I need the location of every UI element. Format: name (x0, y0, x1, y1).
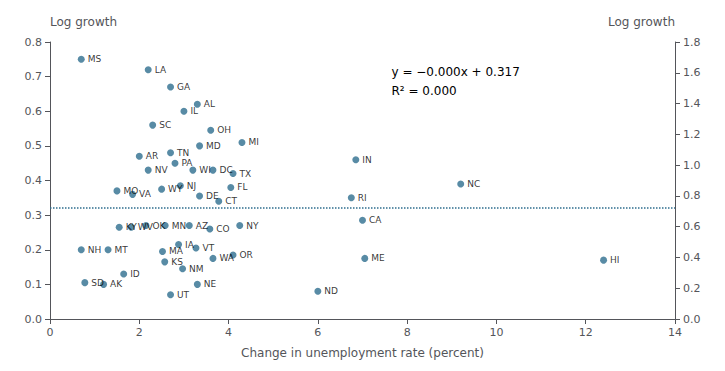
svg-text:Log growth: Log growth (50, 15, 117, 29)
svg-text:WI: WI (199, 165, 211, 175)
svg-text:0.5: 0.5 (25, 139, 43, 152)
svg-text:0.4: 0.4 (683, 251, 701, 264)
svg-text:NM: NM (189, 264, 204, 274)
svg-text:WY: WY (168, 184, 183, 194)
svg-text:OK: OK (152, 221, 166, 231)
svg-text:6: 6 (314, 326, 321, 339)
svg-text:MI: MI (248, 137, 258, 147)
svg-text:UT: UT (177, 290, 190, 300)
svg-text:SD: SD (91, 278, 104, 288)
svg-text:AL: AL (204, 99, 215, 109)
svg-text:MO: MO (123, 186, 138, 196)
svg-text:NC: NC (467, 179, 480, 189)
svg-text:MA: MA (169, 246, 184, 256)
svg-text:NV: NV (155, 165, 169, 175)
svg-text:MN: MN (172, 221, 187, 231)
svg-text:0.7: 0.7 (25, 70, 43, 83)
svg-text:KS: KS (171, 257, 183, 267)
svg-text:1.4: 1.4 (683, 97, 701, 110)
svg-text:14: 14 (668, 326, 682, 339)
svg-text:10: 10 (489, 326, 503, 339)
svg-text:TN: TN (176, 148, 189, 158)
svg-text:0.0: 0.0 (683, 313, 701, 326)
svg-text:1.0: 1.0 (683, 159, 701, 172)
svg-text:ME: ME (371, 253, 385, 263)
svg-text:NE: NE (204, 279, 217, 289)
svg-text:0.0: 0.0 (25, 313, 43, 326)
svg-text:HI: HI (610, 255, 619, 265)
svg-text:CT: CT (225, 196, 237, 206)
svg-text:0: 0 (47, 326, 54, 339)
svg-text:12: 12 (579, 326, 593, 339)
svg-text:CA: CA (369, 215, 382, 225)
svg-text:AR: AR (146, 151, 158, 161)
svg-text:0.4: 0.4 (25, 174, 43, 187)
svg-text:CO: CO (216, 224, 229, 234)
svg-text:0.8: 0.8 (25, 36, 43, 49)
svg-text:AZ: AZ (196, 221, 208, 231)
svg-text:1.6: 1.6 (683, 66, 701, 79)
svg-text:NJ: NJ (187, 181, 196, 191)
svg-text:Change in unemployment rate (p: Change in unemployment rate (percent) (241, 346, 484, 360)
svg-text:DE: DE (206, 191, 219, 201)
svg-text:FL: FL (237, 182, 247, 192)
svg-text:VA: VA (139, 189, 152, 199)
svg-text:MS: MS (88, 54, 102, 64)
svg-text:1.8: 1.8 (683, 36, 701, 49)
svg-text:y = −0.000x + 0.317: y = −0.000x + 0.317 (392, 65, 520, 79)
svg-text:GA: GA (177, 82, 191, 92)
svg-text:Log growth: Log growth (608, 15, 675, 29)
svg-text:0.8: 0.8 (683, 189, 701, 202)
svg-text:1.2: 1.2 (683, 128, 701, 141)
svg-text:0.2: 0.2 (683, 282, 701, 295)
svg-text:0.2: 0.2 (25, 243, 43, 256)
svg-text:KY: KY (126, 222, 138, 232)
svg-text:IA: IA (185, 240, 195, 250)
svg-text:R² = 0.000: R² = 0.000 (392, 84, 457, 98)
svg-text:AK: AK (110, 279, 123, 289)
svg-text:ND: ND (324, 286, 338, 296)
svg-text:0.6: 0.6 (683, 220, 701, 233)
svg-text:TX: TX (239, 169, 252, 179)
svg-text:OH: OH (217, 125, 231, 135)
svg-text:PA: PA (182, 158, 194, 168)
svg-text:2: 2 (136, 326, 143, 339)
svg-text:NY: NY (246, 221, 259, 231)
svg-text:IL: IL (190, 106, 198, 116)
svg-text:LA: LA (155, 65, 167, 75)
svg-text:MD: MD (206, 141, 221, 151)
svg-text:WV: WV (138, 222, 154, 232)
svg-text:DC: DC (219, 165, 232, 175)
svg-text:OR: OR (240, 250, 253, 260)
svg-text:VT: VT (202, 243, 214, 253)
svg-text:WA: WA (219, 253, 234, 263)
svg-text:0.6: 0.6 (25, 105, 43, 118)
svg-text:0.1: 0.1 (25, 278, 43, 291)
svg-text:RI: RI (358, 193, 367, 203)
svg-text:8: 8 (404, 326, 411, 339)
svg-text:ID: ID (130, 269, 140, 279)
svg-text:MT: MT (115, 245, 129, 255)
svg-text:NH: NH (88, 245, 102, 255)
svg-text:IN: IN (362, 155, 371, 165)
svg-text:0.3: 0.3 (25, 209, 43, 222)
svg-text:SC: SC (159, 120, 171, 130)
svg-text:4: 4 (225, 326, 232, 339)
